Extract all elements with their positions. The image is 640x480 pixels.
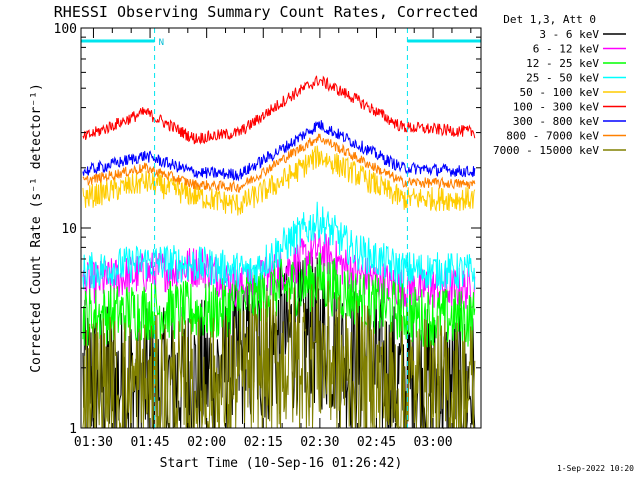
series-line-4: [82, 201, 476, 290]
series-line-8: [82, 133, 476, 193]
x-tick-label: 02:00: [187, 435, 226, 450]
legend-label: 7000 - 15000 keV: [493, 144, 599, 157]
series-line-6: [82, 75, 476, 145]
legend-header: Det 1,3, Att 0: [503, 13, 596, 26]
series-layer: [82, 75, 476, 430]
legend-label: 6 - 12 keV: [533, 43, 600, 56]
night-label: N: [159, 38, 164, 48]
y-axis-label: Corrected Count Rate (s⁻¹ detector⁻¹): [29, 83, 44, 373]
series-line-1: [82, 256, 476, 430]
series-line-2: [82, 229, 476, 310]
legend-label: 800 - 7000 keV: [506, 130, 599, 143]
legend-label: 100 - 300 keV: [513, 101, 599, 114]
x-tick-label: 02:45: [357, 435, 396, 450]
y-tick-label: 100: [54, 22, 77, 37]
timestamp: 1-Sep-2022 10:20: [557, 464, 634, 473]
legend-label: 12 - 25 keV: [526, 57, 599, 70]
series-line-7: [82, 120, 476, 182]
x-tick-label: 01:45: [130, 435, 169, 450]
series-line-9: [82, 276, 476, 430]
legend-label: 300 - 800 keV: [513, 115, 599, 128]
y-axis: 1 10 100: [54, 22, 481, 437]
chart-title: RHESSI Observing Summary Count Rates, Co…: [54, 3, 478, 21]
series-line-3: [82, 252, 476, 349]
x-axis: 01:30 01:45 02:00 02:15 02:30 02:45 03:00: [74, 28, 472, 450]
y-tick-label: 1: [69, 422, 77, 437]
legend-label: 25 - 50 keV: [526, 72, 599, 85]
legend-label: 50 - 100 keV: [520, 86, 600, 99]
x-tick-label: 01:30: [74, 435, 113, 450]
x-tick-label: 02:15: [244, 435, 283, 450]
x-tick-label: 03:00: [414, 435, 453, 450]
series-line-5: [82, 145, 476, 216]
legend-label: 3 - 6 keV: [539, 28, 599, 41]
x-axis-label: Start Time (10-Sep-16 01:26:42): [160, 456, 403, 471]
y-tick-label: 10: [61, 222, 77, 237]
x-tick-label: 02:30: [300, 435, 339, 450]
